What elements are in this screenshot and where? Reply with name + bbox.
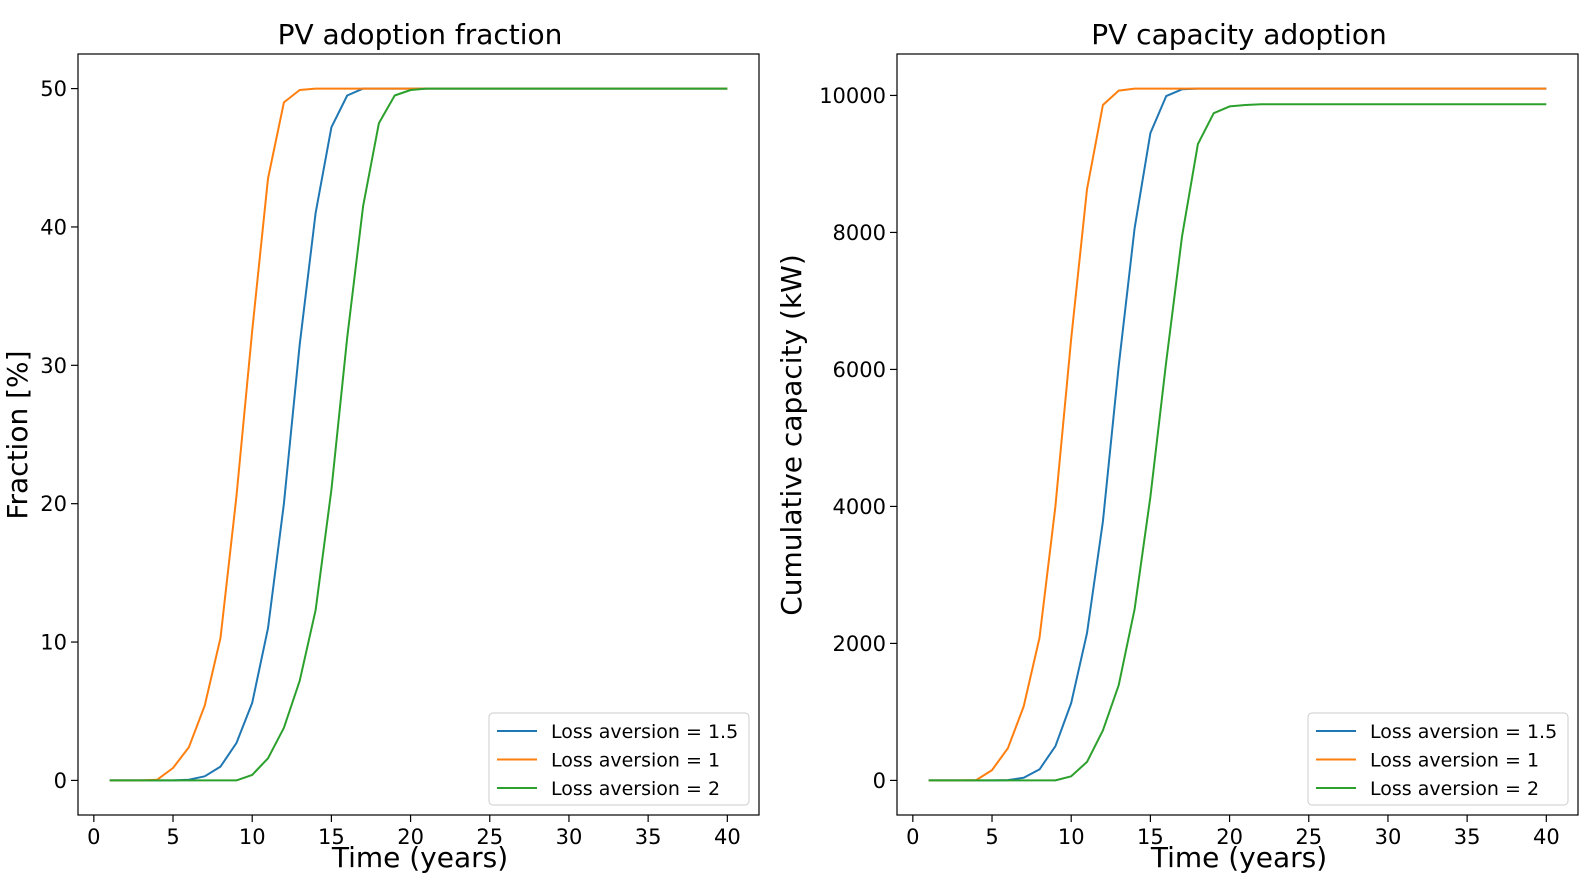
- axes-frame: [77, 53, 760, 816]
- y-tick-label: 10: [40, 631, 67, 655]
- legend-label: Loss aversion = 1.5: [1370, 721, 1557, 743]
- axes-frame: [896, 53, 1579, 816]
- legend-label: Loss aversion = 1: [1370, 750, 1539, 772]
- y-axis-label: Fraction [%]: [1, 350, 34, 519]
- x-tick-label: 40: [1533, 825, 1560, 849]
- x-tick-label: 40: [714, 825, 741, 849]
- legend: Loss aversion = 1.5 Loss aversion = 1 Loss…: [1307, 712, 1569, 806]
- x-tick-label: 30: [1375, 825, 1402, 849]
- chart-pv-adoption-fraction: PV adoption fraction Time (years) Fracti…: [1, 18, 760, 874]
- x-tick-label: 10: [239, 825, 266, 849]
- y-tick-label: 2000: [833, 632, 886, 656]
- axis-ticks: 0 5 10 15 20 25 30 35 40 0 10 20 30 40 50: [40, 77, 740, 849]
- x-tick-label: 10: [1058, 825, 1085, 849]
- legend-label: Loss aversion = 2: [551, 778, 720, 800]
- y-tick-label: 20: [40, 492, 67, 516]
- axis-ticks: 0 5 10 15 20 25 30 35 40 0 2000 4000 6000 8000 10000: [819, 84, 1560, 849]
- x-tick-label: 20: [1216, 825, 1243, 849]
- x-tick-label: 15: [318, 825, 345, 849]
- legend-label: Loss aversion = 1.5: [551, 721, 738, 743]
- series-line-2: [928, 103, 1547, 782]
- series-line-2: [109, 87, 728, 782]
- series-line-1: [928, 87, 1547, 782]
- y-tick-label: 50: [40, 77, 67, 101]
- y-tick-label: 0: [54, 769, 67, 793]
- x-tick-label: 25: [1295, 825, 1322, 849]
- series-lines: [109, 87, 728, 782]
- legend-label: Loss aversion = 2: [1370, 778, 1539, 800]
- y-tick-label: 4000: [833, 495, 886, 519]
- x-tick-label: 15: [1137, 825, 1164, 849]
- y-tick-label: 0: [873, 769, 886, 793]
- x-tick-label: 25: [476, 825, 503, 849]
- legend-label: Loss aversion = 1: [551, 750, 720, 772]
- x-tick-label: 35: [635, 825, 662, 849]
- x-axis-label: Time (years): [331, 841, 508, 874]
- legend-box: [488, 712, 750, 806]
- series-line-0: [109, 87, 728, 782]
- y-tick-label: 6000: [833, 358, 886, 382]
- x-tick-label: 0: [906, 825, 919, 849]
- y-tick-label: 10000: [819, 84, 886, 108]
- series-line-0: [928, 87, 1547, 782]
- legend: Loss aversion = 1.5 Loss aversion = 1 Loss…: [488, 712, 750, 806]
- chart-title: PV adoption fraction: [278, 18, 563, 51]
- chart-pv-capacity-adoption: PV capacity adoption Time (years) Cumula…: [775, 18, 1579, 874]
- x-axis-label: Time (years): [1150, 841, 1327, 874]
- y-tick-label: 8000: [833, 221, 886, 245]
- series-line-1: [109, 87, 728, 782]
- x-tick-label: 30: [556, 825, 583, 849]
- x-tick-label: 5: [985, 825, 998, 849]
- x-tick-label: 5: [166, 825, 179, 849]
- y-tick-label: 40: [40, 215, 67, 239]
- x-tick-label: 35: [1454, 825, 1481, 849]
- chart-title: PV capacity adoption: [1091, 18, 1387, 51]
- series-lines: [928, 87, 1547, 782]
- legend-box: [1307, 712, 1569, 806]
- x-tick-label: 20: [397, 825, 424, 849]
- x-tick-label: 0: [87, 825, 100, 849]
- y-tick-label: 30: [40, 354, 67, 378]
- y-axis-label: Cumulative capacity (kW): [775, 254, 808, 616]
